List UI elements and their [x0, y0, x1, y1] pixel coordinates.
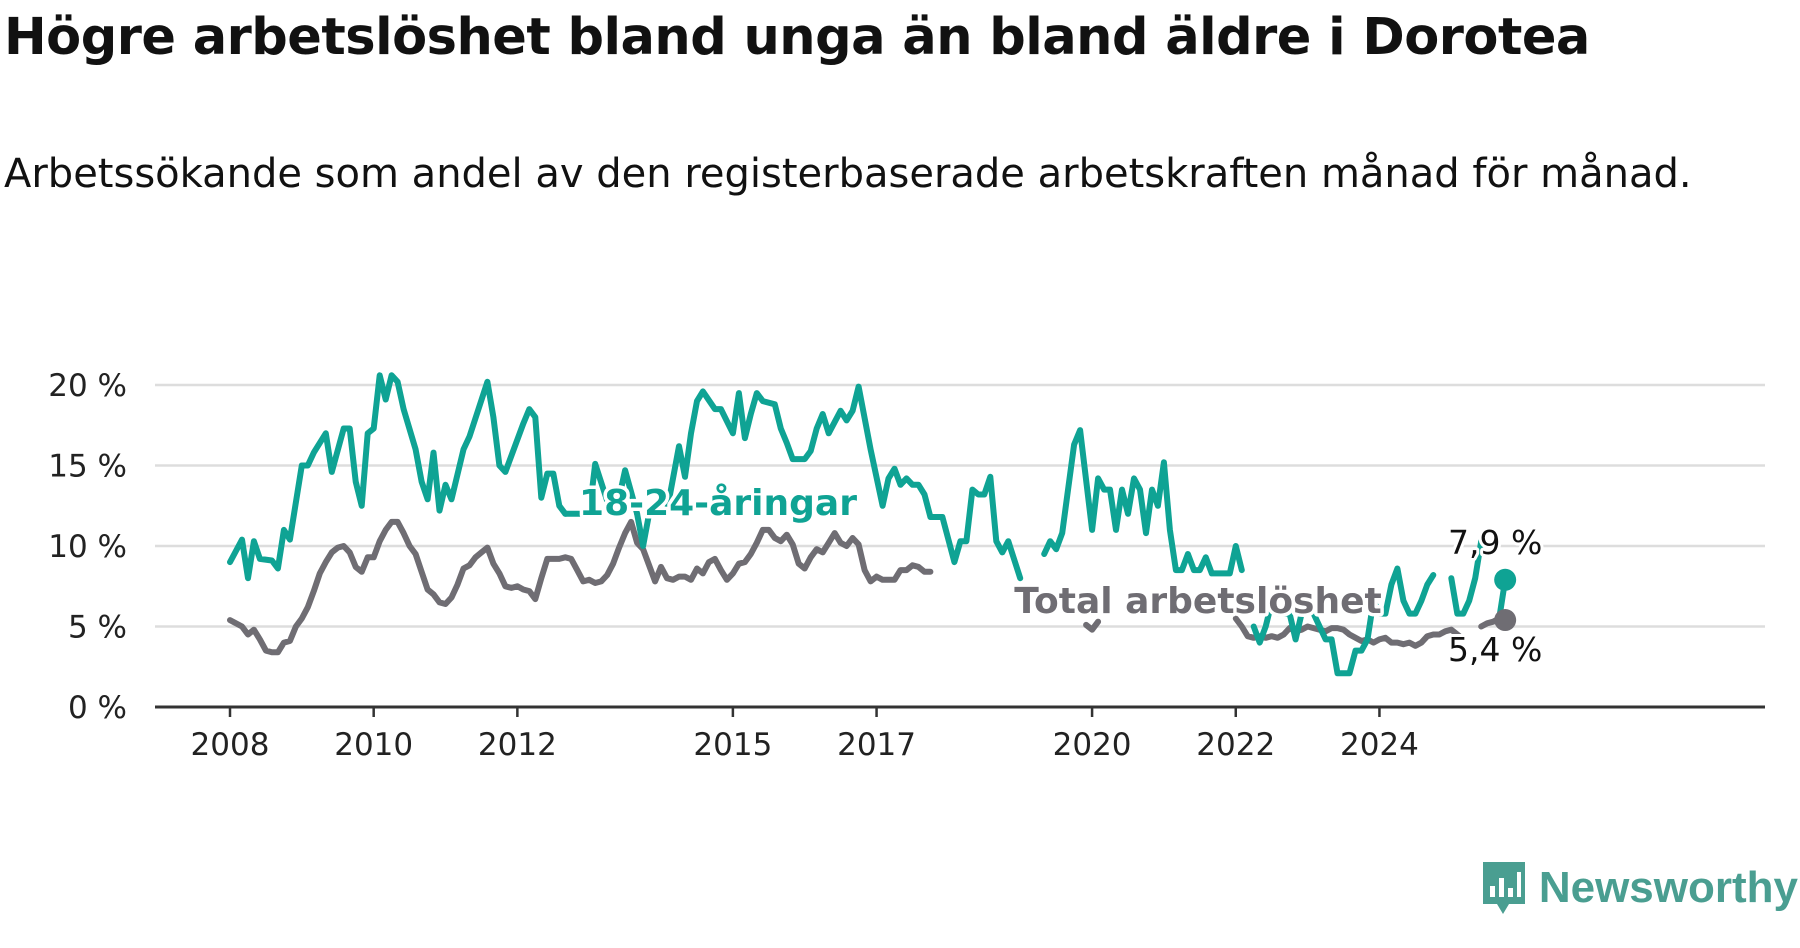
x-tick-label: 2012: [478, 727, 557, 763]
total-line-segment: [230, 522, 930, 652]
x-tick-label: 2020: [1053, 727, 1132, 763]
x-tick-label: 2010: [334, 727, 413, 763]
x-tick-label: 2024: [1340, 727, 1419, 763]
y-tick-label: 20 %: [48, 368, 127, 404]
total-end-marker: [1494, 609, 1516, 631]
x-tick-label: 2008: [191, 727, 270, 763]
youth-end-marker: [1494, 569, 1516, 591]
series-label-total: Total arbetslöshet: [1014, 581, 1382, 622]
newsworthy-brand: Newsworthy: [1479, 858, 1798, 918]
brand-name: Newsworthy: [1539, 863, 1798, 913]
y-tick-label: 10 %: [48, 529, 127, 565]
y-axis-tick-labels: 0 % 5 % 10 % 15 % 20 %: [48, 368, 127, 726]
x-tick-label: 2015: [693, 727, 772, 763]
x-tick-label: 2017: [837, 727, 916, 763]
youth-line-segment: [1044, 430, 1242, 573]
x-axis-tick-labels: 2008 2010 2012 2015 2017 2020 2022 2024: [191, 707, 1419, 763]
total-line-segment: [1236, 619, 1464, 646]
series-label-youth: 18-24-åringar: [579, 483, 857, 524]
gridlines: [155, 385, 1765, 627]
y-tick-label: 15 %: [48, 449, 127, 485]
line-chart: 0 %5 %10 %15 %20 % 2008 2010 2012 2015 2017 2…: [0, 0, 1800, 948]
y-tick-label: 5 %: [68, 610, 127, 646]
x-tick-label: 2022: [1196, 727, 1275, 763]
y-tick-label: 0 %: [68, 690, 127, 726]
newsworthy-logo-icon: [1479, 858, 1529, 918]
total-end-value-label: 5,4 %: [1448, 630, 1542, 669]
youth-line-segment: [230, 375, 565, 578]
total-line-segment: [1086, 622, 1098, 630]
youth-end-value-label: 7,9 %: [1448, 523, 1542, 562]
